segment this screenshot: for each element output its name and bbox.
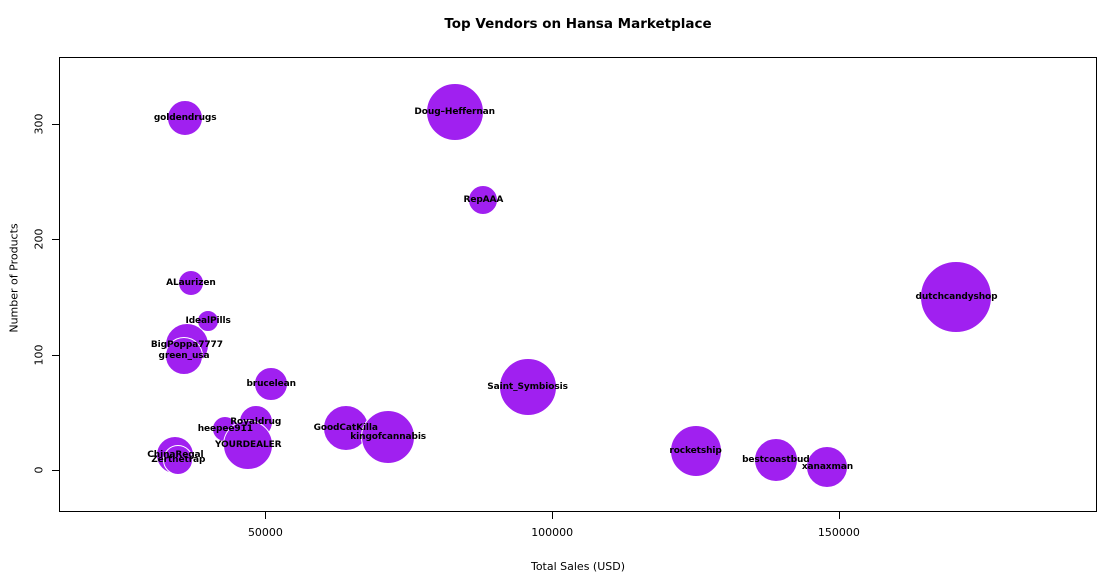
y-axis-tick-label: 200 (32, 228, 46, 250)
bubble-label: BigPoppa7777 (150, 339, 223, 350)
y-axis-title: Number of Products (7, 223, 21, 333)
x-axis-title: Total Sales (USD) (530, 560, 626, 573)
y-axis-tick (52, 123, 59, 125)
bubble-label: dutchcandyshop (915, 292, 998, 303)
bubble-green_usa (165, 337, 204, 376)
bubble-label: bestcoastbud (742, 455, 810, 466)
bubble-ALaurizen (177, 270, 204, 297)
y-axis-tick (52, 239, 59, 241)
bubble-Doug–Heffernan (425, 83, 484, 142)
bubble-kingofcannabis (361, 409, 416, 464)
bubble-label: Royaldrug (230, 416, 282, 427)
bubble-bestcoastbud (753, 438, 798, 483)
x-axis-tick (265, 512, 267, 519)
bubble-label: ALaurizen (166, 278, 216, 289)
bubble-label: rocketship (669, 445, 722, 456)
x-axis-tick (838, 512, 840, 519)
bubble-RepAAA (468, 185, 499, 216)
bubble-xanaxman (806, 445, 849, 488)
bubble-rocketship (669, 424, 722, 477)
bubble-label: ChinaRegal (147, 450, 204, 461)
bubble-label: IdealPills (185, 316, 231, 327)
bubble-dutchcandyshop (920, 261, 993, 334)
y-axis-tick-label: 0 (32, 466, 46, 474)
bubble-label: brucelean (246, 378, 296, 389)
bubble-label: heepee911 (197, 423, 253, 434)
x-axis-tick (552, 512, 554, 519)
bubble-goldendrugs (167, 100, 204, 137)
bubble-GoodCatKilla (322, 404, 369, 451)
bubble-label: GoodCatKilla (313, 422, 378, 433)
bubble-label: Saint_Symbiosis (487, 382, 568, 393)
bubble-label: green_usa (158, 351, 210, 362)
bubble-label: RepAAA (463, 195, 504, 206)
bubble-Saint_Symbiosis (498, 358, 557, 417)
y-axis-tick-label: 300 (32, 113, 46, 135)
chart-title: Top Vendors on Hansa Marketplace (444, 16, 712, 32)
bubble-label: kingofcannabis (350, 431, 427, 442)
y-axis-tick (52, 354, 59, 356)
x-axis-tick-label: 150000 (817, 526, 860, 539)
bubble-label: xanaxman (801, 461, 854, 472)
bubble-label: goldendrugs (153, 113, 217, 124)
bubble-Zerthetrap (163, 445, 194, 476)
bubble-label: YOURDEALER (214, 440, 282, 451)
bubble-brucelean (254, 366, 289, 401)
y-axis-tick-label: 100 (32, 344, 46, 366)
x-axis-tick-label: 50000 (247, 526, 283, 539)
bubble-label: Doug–Heffernan (414, 107, 495, 118)
bubble-label: Zerthetrap (151, 455, 206, 466)
x-axis-tick-label: 100000 (531, 526, 574, 539)
bubble-IdealPills (197, 310, 220, 333)
bubble-YOURDEALER (223, 420, 274, 471)
y-axis-tick (52, 470, 59, 472)
